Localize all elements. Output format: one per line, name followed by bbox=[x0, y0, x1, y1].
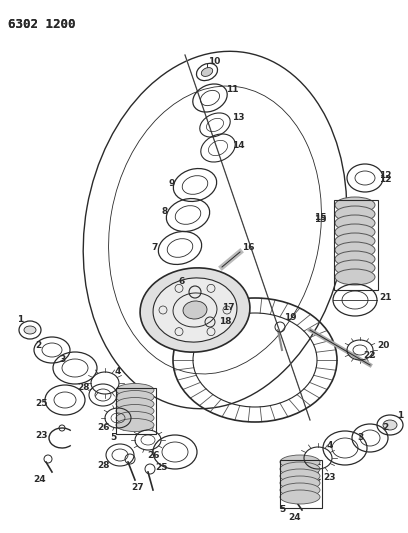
Ellipse shape bbox=[24, 326, 36, 334]
Text: 11: 11 bbox=[226, 85, 238, 94]
Ellipse shape bbox=[116, 398, 154, 410]
Text: 23: 23 bbox=[36, 431, 48, 440]
Text: 1: 1 bbox=[17, 316, 23, 325]
Text: 4: 4 bbox=[115, 367, 121, 376]
Ellipse shape bbox=[280, 490, 320, 504]
Text: 27: 27 bbox=[132, 483, 144, 492]
Ellipse shape bbox=[280, 483, 320, 497]
Text: 2: 2 bbox=[382, 424, 388, 432]
Text: 7: 7 bbox=[152, 243, 158, 252]
Text: 23: 23 bbox=[324, 473, 336, 482]
Text: 3: 3 bbox=[60, 356, 66, 365]
Text: 5: 5 bbox=[279, 505, 285, 514]
Text: 12: 12 bbox=[379, 175, 391, 184]
Text: 24: 24 bbox=[289, 513, 302, 521]
Text: 25: 25 bbox=[156, 464, 168, 472]
Bar bbox=[280, 460, 322, 508]
Bar bbox=[334, 200, 378, 290]
Ellipse shape bbox=[153, 278, 237, 342]
Text: 15: 15 bbox=[314, 214, 326, 222]
Ellipse shape bbox=[335, 242, 375, 258]
Text: 6: 6 bbox=[179, 278, 185, 287]
Text: 4: 4 bbox=[327, 440, 333, 449]
Text: 21: 21 bbox=[379, 294, 391, 303]
Ellipse shape bbox=[335, 233, 375, 249]
Text: 17: 17 bbox=[222, 303, 234, 312]
Ellipse shape bbox=[183, 301, 207, 319]
Ellipse shape bbox=[116, 391, 154, 403]
Ellipse shape bbox=[335, 206, 375, 222]
Text: 1: 1 bbox=[397, 410, 403, 419]
Text: 24: 24 bbox=[34, 475, 47, 484]
Bar bbox=[116, 388, 156, 434]
Ellipse shape bbox=[201, 68, 213, 76]
Text: 15: 15 bbox=[314, 215, 326, 224]
Ellipse shape bbox=[280, 462, 320, 476]
Ellipse shape bbox=[335, 269, 375, 285]
Text: 14: 14 bbox=[232, 141, 244, 149]
Text: 19: 19 bbox=[284, 313, 296, 322]
Ellipse shape bbox=[335, 215, 375, 231]
Ellipse shape bbox=[335, 224, 375, 240]
Text: 13: 13 bbox=[232, 114, 244, 123]
Ellipse shape bbox=[335, 260, 375, 276]
Ellipse shape bbox=[140, 268, 250, 352]
Text: 18: 18 bbox=[219, 318, 231, 327]
Text: 26: 26 bbox=[97, 424, 109, 432]
Ellipse shape bbox=[280, 476, 320, 490]
Text: 9: 9 bbox=[169, 179, 175, 188]
Text: 10: 10 bbox=[208, 58, 220, 67]
Ellipse shape bbox=[116, 418, 154, 432]
Text: 3: 3 bbox=[357, 432, 363, 441]
Text: 28: 28 bbox=[78, 384, 90, 392]
Text: 8: 8 bbox=[162, 207, 168, 216]
Text: 6302 1200: 6302 1200 bbox=[8, 18, 75, 31]
Text: 5: 5 bbox=[110, 432, 116, 441]
Text: 25: 25 bbox=[36, 399, 48, 408]
Text: 22: 22 bbox=[364, 351, 376, 359]
Text: 26: 26 bbox=[147, 450, 159, 459]
Ellipse shape bbox=[116, 411, 154, 424]
Ellipse shape bbox=[116, 384, 154, 397]
Text: 20: 20 bbox=[377, 341, 389, 350]
Text: 16: 16 bbox=[242, 244, 254, 253]
Ellipse shape bbox=[280, 455, 320, 469]
Ellipse shape bbox=[116, 405, 154, 417]
Text: 6302 1200: 6302 1200 bbox=[8, 18, 75, 31]
Ellipse shape bbox=[280, 469, 320, 483]
Text: 28: 28 bbox=[97, 461, 109, 470]
Text: 2: 2 bbox=[35, 341, 41, 350]
Ellipse shape bbox=[335, 251, 375, 267]
Text: 12: 12 bbox=[379, 171, 391, 180]
Ellipse shape bbox=[335, 197, 375, 213]
Ellipse shape bbox=[383, 420, 397, 430]
